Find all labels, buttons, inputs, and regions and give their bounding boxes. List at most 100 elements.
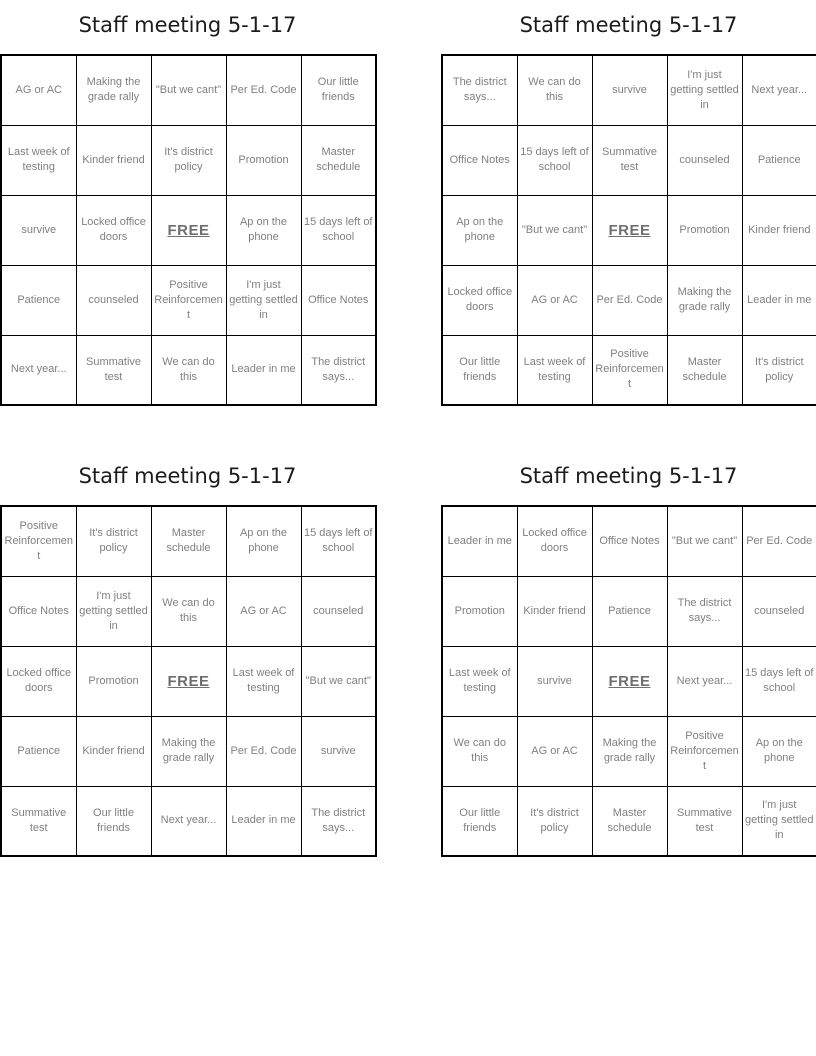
bingo-cell: Making the grade rally: [150, 715, 227, 787]
bingo-cell: The district says...: [300, 785, 377, 857]
bingo-cell: 15 days left of school: [300, 194, 377, 266]
bingo-cell: Our little friends: [441, 334, 518, 406]
bingo-cell: Master schedule: [591, 785, 668, 857]
bingo-cell: It's district policy: [75, 505, 152, 577]
bingo-cell: We can do this: [516, 54, 593, 126]
bingo-grid: Positive Reinforcement It's district poli…: [0, 505, 377, 857]
bingo-row: Last week of testing Kinder friend It's di…: [0, 124, 377, 196]
bingo-row: Locked office doors AG or AC Per Ed. Code M…: [441, 264, 816, 336]
bingo-cell: Promotion: [666, 194, 743, 266]
bingo-cell: Our little friends: [441, 785, 518, 857]
bingo-cell: Promotion: [75, 645, 152, 717]
bingo-cell: Per Ed. Code: [591, 264, 668, 336]
bingo-cell: It's district policy: [516, 785, 593, 857]
bingo-cell: Positive Reinforcement: [591, 334, 668, 406]
bingo-row: Office Notes I'm just getting settled in W…: [0, 575, 377, 647]
bingo-cell: Leader in me: [441, 505, 518, 577]
bingo-cell: Ap on the phone: [441, 194, 518, 266]
free-cell: FREE: [591, 645, 668, 717]
bingo-cell: Patience: [591, 575, 668, 647]
bingo-row: Leader in me Locked office doors Office No…: [441, 505, 816, 577]
bingo-cell: AG or AC: [225, 575, 302, 647]
bingo-cell: Per Ed. Code: [225, 715, 302, 787]
bingo-cell: Office Notes: [0, 575, 77, 647]
bingo-row: survive Locked office doors FREE Ap on the …: [0, 194, 377, 266]
bingo-cell: Summative test: [0, 785, 77, 857]
bingo-cell: Positive Reinforcement: [666, 715, 743, 787]
bingo-cell: counseled: [300, 575, 377, 647]
bingo-cell: counseled: [741, 575, 816, 647]
bingo-cell: Per Ed. Code: [225, 54, 302, 126]
bingo-grid: AG or AC Making the grade rally "But we ca…: [0, 54, 377, 406]
bingo-cell: Next year...: [741, 54, 816, 126]
bingo-cell: Summative test: [666, 785, 743, 857]
bingo-cell: Last week of testing: [516, 334, 593, 406]
bingo-cell: Leader in me: [225, 785, 302, 857]
bingo-cell: 15 days left of school: [516, 124, 593, 196]
bingo-row: Promotion Kinder friend Patience The distri…: [441, 575, 816, 647]
bingo-row: Office Notes 15 days left of school Summat…: [441, 124, 816, 196]
bingo-cell: Kinder friend: [75, 715, 152, 787]
bingo-cell: Locked office doors: [516, 505, 593, 577]
bingo-row: Summative test Our little friends Next yea…: [0, 785, 377, 857]
card-title: Staff meeting 5-1-17: [519, 464, 738, 488]
bingo-cell: Kinder friend: [741, 194, 816, 266]
bingo-cell: Next year...: [0, 334, 77, 406]
bingo-row: Our little friends Last week of testing Po…: [441, 334, 816, 406]
bingo-row: The district says... We can do this surviv…: [441, 54, 816, 126]
card-title: Staff meeting 5-1-17: [78, 464, 297, 488]
bingo-cell: Kinder friend: [516, 575, 593, 647]
bingo-cell: Per Ed. Code: [741, 505, 816, 577]
bingo-cell: survive: [0, 194, 77, 266]
bingo-cell: Master schedule: [666, 334, 743, 406]
bingo-cell: Promotion: [225, 124, 302, 196]
bingo-cell: Making the grade rally: [75, 54, 152, 126]
free-cell: FREE: [150, 645, 227, 717]
bingo-cell: Ap on the phone: [741, 715, 816, 787]
bingo-cell: 15 days left of school: [741, 645, 816, 717]
bingo-cell: Promotion: [441, 575, 518, 647]
bingo-cell: I'm just getting settled in: [741, 785, 816, 857]
bingo-row: Next year... Summative test We can do this…: [0, 334, 377, 406]
bingo-cell: 15 days left of school: [300, 505, 377, 577]
free-cell: FREE: [150, 194, 227, 266]
bingo-cell: Office Notes: [441, 124, 518, 196]
bingo-cell: The district says...: [441, 54, 518, 126]
bingo-cell: survive: [516, 645, 593, 717]
bingo-cell: Office Notes: [300, 264, 377, 336]
bingo-row: Last week of testing survive FREE Next year…: [441, 645, 816, 717]
bingo-cell: Ap on the phone: [225, 194, 302, 266]
bingo-cell: Patience: [0, 715, 77, 787]
bingo-row: We can do this AG or AC Making the grade r…: [441, 715, 816, 787]
bingo-cell: Last week of testing: [0, 124, 77, 196]
bingo-cell: Patience: [0, 264, 77, 336]
card-title: Staff meeting 5-1-17: [519, 13, 738, 37]
bingo-cell: Our little friends: [300, 54, 377, 126]
bingo-row: Our little friends It's district policy Ma…: [441, 785, 816, 857]
bingo-cell: AG or AC: [516, 264, 593, 336]
bingo-card-bottom-right: Staff meeting 5-1-17 Leader in me Locked …: [441, 451, 816, 857]
bingo-cell: "But we cant": [666, 505, 743, 577]
bingo-cell: We can do this: [441, 715, 518, 787]
bingo-grid: Leader in me Locked office doors Office No…: [441, 505, 816, 857]
bingo-card-bottom-left: Staff meeting 5-1-17 Positive Reinforcem…: [0, 451, 377, 857]
bingo-row: Ap on the phone "But we cant" FREE Promotio…: [441, 194, 816, 266]
bingo-cell: Locked office doors: [75, 194, 152, 266]
bingo-cell: It's district policy: [741, 334, 816, 406]
bingo-cell: Positive Reinforcement: [150, 264, 227, 336]
bingo-cell: counseled: [666, 124, 743, 196]
bingo-cell: Making the grade rally: [591, 715, 668, 787]
free-cell: FREE: [591, 194, 668, 266]
bingo-cell: Next year...: [150, 785, 227, 857]
bingo-cell: Leader in me: [741, 264, 816, 336]
bingo-cell: AG or AC: [0, 54, 77, 126]
bingo-cell: Patience: [741, 124, 816, 196]
bingo-cell: Leader in me: [225, 334, 302, 406]
bingo-cell: I'm just getting settled in: [75, 575, 152, 647]
bingo-cell: The district says...: [666, 575, 743, 647]
bingo-cell: Last week of testing: [225, 645, 302, 717]
bingo-cell: I'm just getting settled in: [225, 264, 302, 336]
bingo-grid: The district says... We can do this surviv…: [441, 54, 816, 406]
bingo-cell: We can do this: [150, 575, 227, 647]
bingo-cell: survive: [591, 54, 668, 126]
